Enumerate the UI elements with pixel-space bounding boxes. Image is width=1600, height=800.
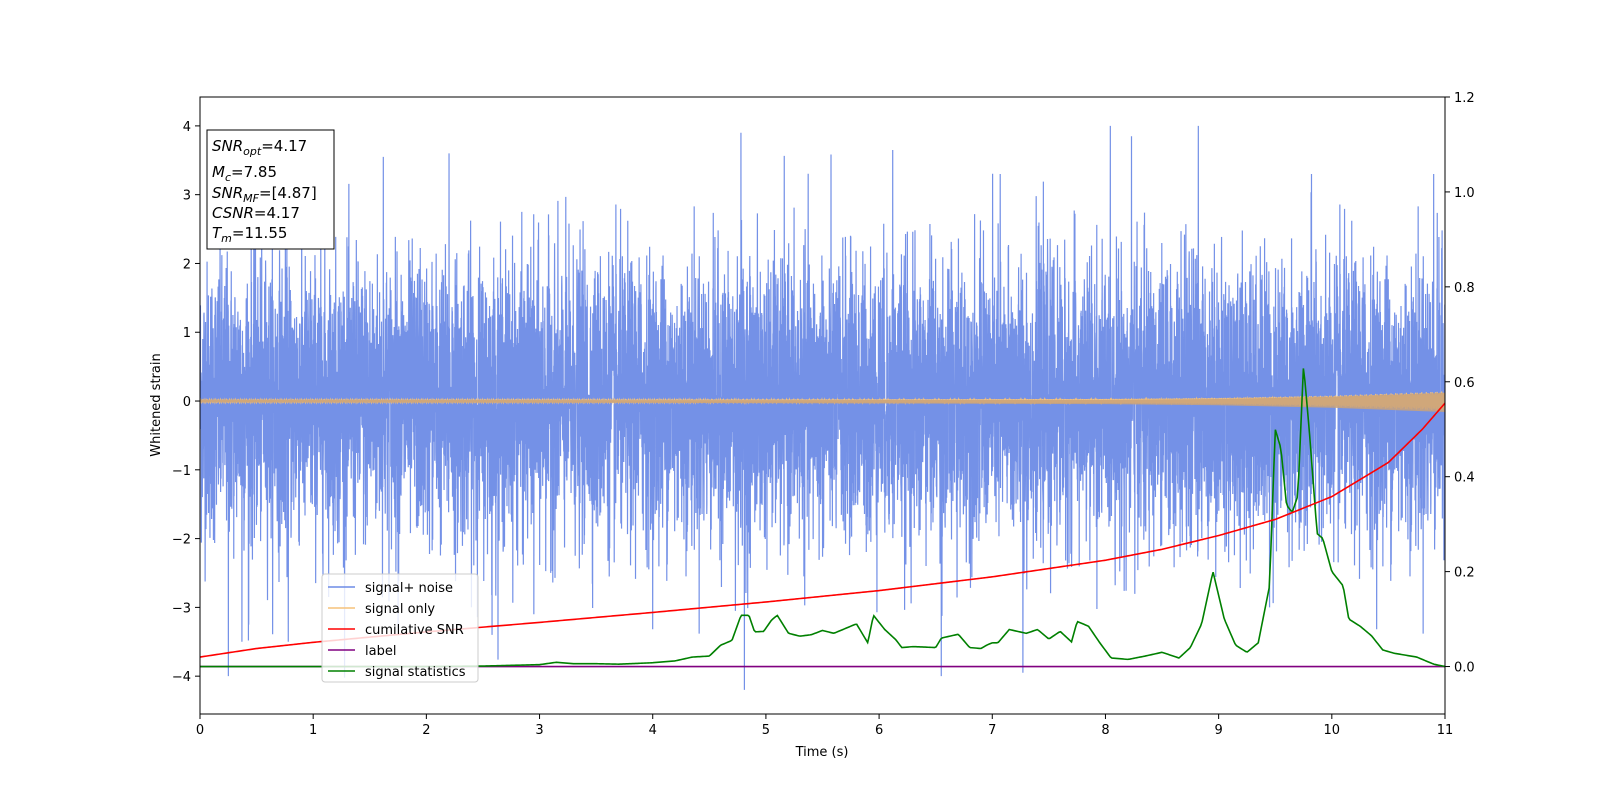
x-tick-label: 2	[422, 723, 430, 738]
legend-frame	[321, 573, 479, 683]
y-tick-label: 3	[183, 189, 191, 204]
y-axis-label: Whitened strain	[149, 353, 164, 456]
x-tick-label: 1	[309, 723, 317, 738]
y-axis-left: −4 −3 −2 −1 0 1 2 3 4	[172, 120, 200, 685]
x-tick-label: 5	[762, 723, 770, 738]
x-tick-label: 6	[875, 723, 883, 738]
legend-label: cumilative SNR	[365, 623, 464, 638]
y2-tick-label: 0.4	[1454, 471, 1475, 486]
y2-tick-label: 1.0	[1454, 186, 1475, 201]
y-tick-label: −2	[172, 533, 191, 548]
annotation-line: CSNR=4.17	[212, 204, 300, 222]
y2-tick-label: 0.8	[1454, 281, 1475, 296]
y-axis-right: 0.0 0.2 0.4 0.6 0.8 1.0 1.2	[1445, 91, 1475, 676]
y-tick-label: 2	[183, 257, 191, 272]
x-tick-label: 10	[1324, 723, 1341, 738]
x-tick-label: 4	[649, 723, 657, 738]
annotation-line: SNRopt=4.17	[212, 137, 307, 158]
legend-items: signal+ noise signal only cumilative SNR la…	[328, 581, 466, 680]
plot-frame	[199, 96, 1446, 715]
y2-tick-label: 1.2	[1454, 91, 1475, 106]
signal-only-envelope	[200, 392, 1445, 413]
y2-tick-label: 0.0	[1454, 661, 1475, 676]
y2-tick-label: 0.2	[1454, 566, 1475, 581]
x-tick-label: 9	[1214, 723, 1222, 738]
legend-label: signal+ noise	[365, 581, 453, 596]
legend-label: signal only	[365, 602, 435, 617]
legend: signal+ noise signal only cumilative SNR la…	[321, 573, 479, 683]
y-tick-label: −1	[172, 464, 191, 479]
legend-label: signal statistics	[365, 665, 466, 680]
x-axis-label: Time (s)	[795, 745, 849, 760]
annotation-line: Mc=7.85	[212, 163, 277, 184]
x-axis: 0 1 2 3 4 5 6 7 8 9 10 11	[196, 714, 1453, 738]
x-tick-label: 0	[196, 723, 204, 738]
annotation-line: Tm=11.55	[212, 224, 287, 245]
x-tick-label: 7	[988, 723, 996, 738]
y2-tick-label: 0.6	[1454, 376, 1475, 391]
x-tick-label: 3	[535, 723, 543, 738]
y-tick-label: 4	[183, 120, 191, 135]
y-tick-label: −3	[172, 601, 191, 616]
y-tick-label: −4	[172, 670, 191, 685]
annotation-line: SNRMF=[4.87]	[212, 184, 317, 205]
legend-label: label	[365, 644, 396, 659]
annotation-box-frame	[206, 129, 335, 250]
x-tick-label: 11	[1437, 723, 1454, 738]
y-tick-label: 1	[183, 326, 191, 341]
x-tick-label: 8	[1101, 723, 1109, 738]
y-tick-label: 0	[183, 395, 191, 410]
